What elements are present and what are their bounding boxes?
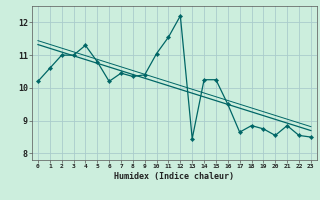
- X-axis label: Humidex (Indice chaleur): Humidex (Indice chaleur): [115, 172, 234, 181]
